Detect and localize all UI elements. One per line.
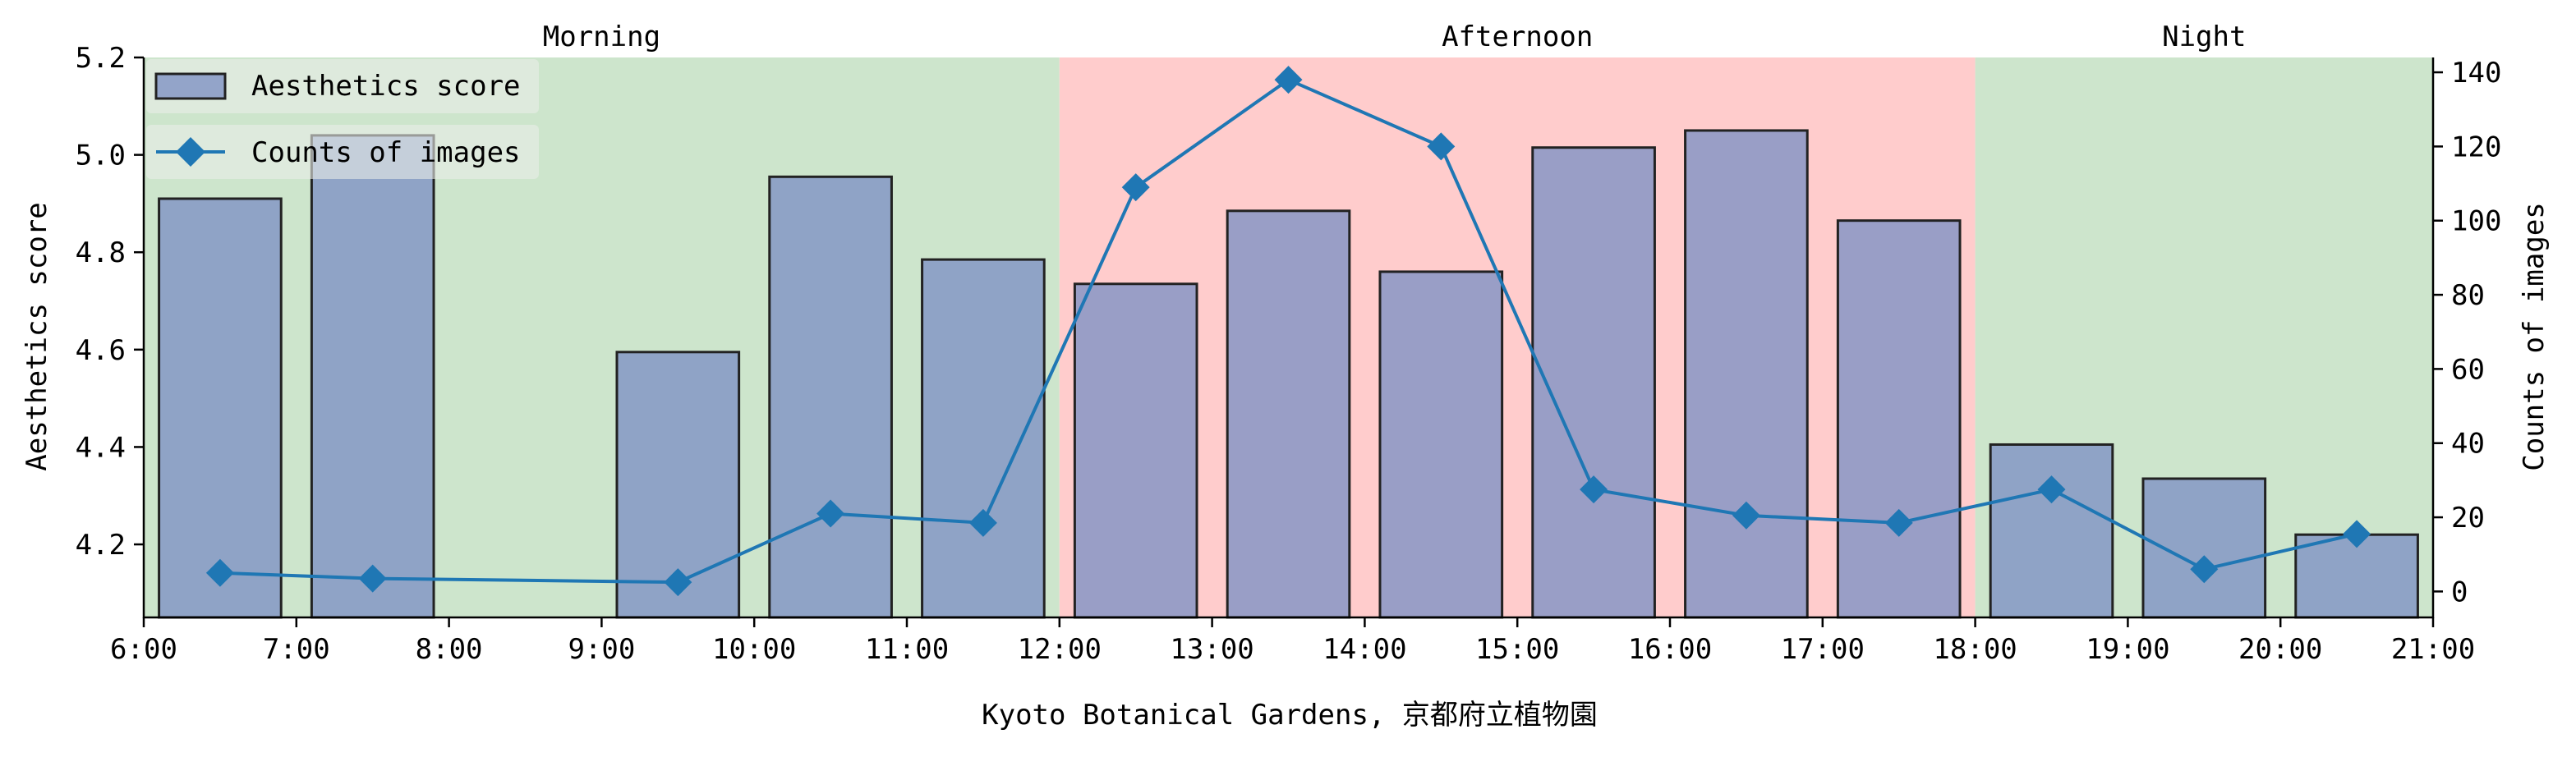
- y-right-tick-label: 20: [2451, 502, 2485, 534]
- y-right-tick-label: 140: [2451, 57, 2501, 89]
- band-label-morning: Morning: [543, 21, 660, 53]
- y-right-tick-label: 40: [2451, 428, 2485, 461]
- bar-7: [1378, 270, 1504, 619]
- legend-item-bg: [146, 59, 539, 113]
- counts-point-10: [1884, 508, 1913, 537]
- x-tick-label: 9:00: [568, 633, 635, 666]
- x-tick-label: 16:00: [1628, 633, 1712, 666]
- x-tick-label: 15:00: [1475, 633, 1559, 666]
- counts-point-9: [1732, 501, 1760, 530]
- counts-point-6: [1274, 66, 1303, 94]
- y-left-tick-label: 5.0: [76, 140, 126, 172]
- counts-point-13: [2343, 520, 2371, 548]
- y-right-tick-label: 80: [2451, 279, 2485, 312]
- counts-point-0: [205, 558, 234, 587]
- x-tick-label: 6:00: [110, 633, 177, 666]
- x-tick-label: 17:00: [1781, 633, 1865, 666]
- bar-0: [158, 197, 283, 619]
- counts-point-3: [816, 499, 845, 528]
- bar-1: [310, 134, 435, 619]
- legend-label-aesthetics-score: Aesthetics score: [251, 70, 521, 103]
- y-right-tick-label: 0: [2451, 576, 2468, 608]
- y-axis-left-label: Aesthetics score: [21, 202, 53, 471]
- time-bands: [144, 57, 2433, 617]
- y-left-tick-label: 5.2: [76, 42, 126, 75]
- bars-aesthetics-score: [158, 129, 2419, 619]
- legend-bar-swatch: [154, 72, 227, 100]
- x-tick-label: 10:00: [712, 633, 796, 666]
- bar-4: [921, 258, 1046, 619]
- counts-point-2: [664, 568, 692, 597]
- counts-point-7: [1427, 132, 1456, 161]
- x-axis-label: Kyoto Botanical Gardens, 京都府立植物園: [982, 699, 1598, 732]
- band-label-night: Night: [2162, 21, 2246, 53]
- bar-5: [1073, 282, 1198, 619]
- x-tick-label: 7:00: [263, 633, 330, 666]
- bar-13: [2294, 533, 2419, 619]
- x-tick-label: 8:00: [416, 633, 483, 666]
- x-tick-label: 14:00: [1322, 633, 1406, 666]
- band-label-afternoon: Afternoon: [1442, 21, 1593, 53]
- legend-marker-diamond: [176, 137, 205, 167]
- legend: Aesthetics score Counts of images: [146, 59, 539, 179]
- band-labels: Morning Afternoon Night: [543, 21, 2247, 53]
- y-axis-right-label: Counts of images: [2518, 202, 2551, 471]
- y-left-tick-label: 4.8: [76, 236, 126, 269]
- x-tick-label: 18:00: [1933, 633, 2017, 666]
- band-afternoon: [1059, 57, 1976, 617]
- x-tick-label: 19:00: [2086, 633, 2169, 666]
- counts-line: [219, 77, 2358, 585]
- bar-9: [1684, 129, 1809, 619]
- x-tick-label: 21:00: [2391, 633, 2475, 666]
- bar-11: [1989, 443, 2114, 619]
- legend-label-counts-of-images: Counts of images: [251, 136, 521, 169]
- x-tick-label: 12:00: [1018, 633, 1102, 666]
- y-right-tick-label: 100: [2451, 205, 2501, 238]
- x-tick-label: 20:00: [2238, 633, 2322, 666]
- counts-point-4: [968, 508, 997, 537]
- counts-point-5: [1121, 173, 1150, 202]
- legend-item-bg: [146, 125, 539, 179]
- counts-point-12: [2190, 555, 2219, 584]
- line-counts-of-images: [205, 66, 2371, 597]
- x-tick-label: 11:00: [865, 633, 949, 666]
- counts-point-8: [1580, 475, 1608, 504]
- counts-point-1: [358, 564, 387, 593]
- y-left-tick-label: 4.4: [76, 431, 126, 464]
- y-left-tick-label: 4.6: [76, 334, 126, 367]
- counts-point-11: [2037, 475, 2066, 504]
- bar-3: [768, 175, 893, 619]
- y-right-tick-label: 120: [2451, 131, 2501, 163]
- axes: 6:00 7:00 8:00 9:00 10:00 11:00 12:00 13:00 14:0…: [76, 42, 2502, 666]
- bar-6: [1226, 209, 1351, 619]
- y-left-tick-label: 4.2: [76, 529, 126, 562]
- bar-8: [1531, 146, 1656, 619]
- x-tick-label: 13:00: [1170, 633, 1254, 666]
- y-right-tick-label: 60: [2451, 353, 2485, 386]
- bar-10: [1836, 219, 1962, 619]
